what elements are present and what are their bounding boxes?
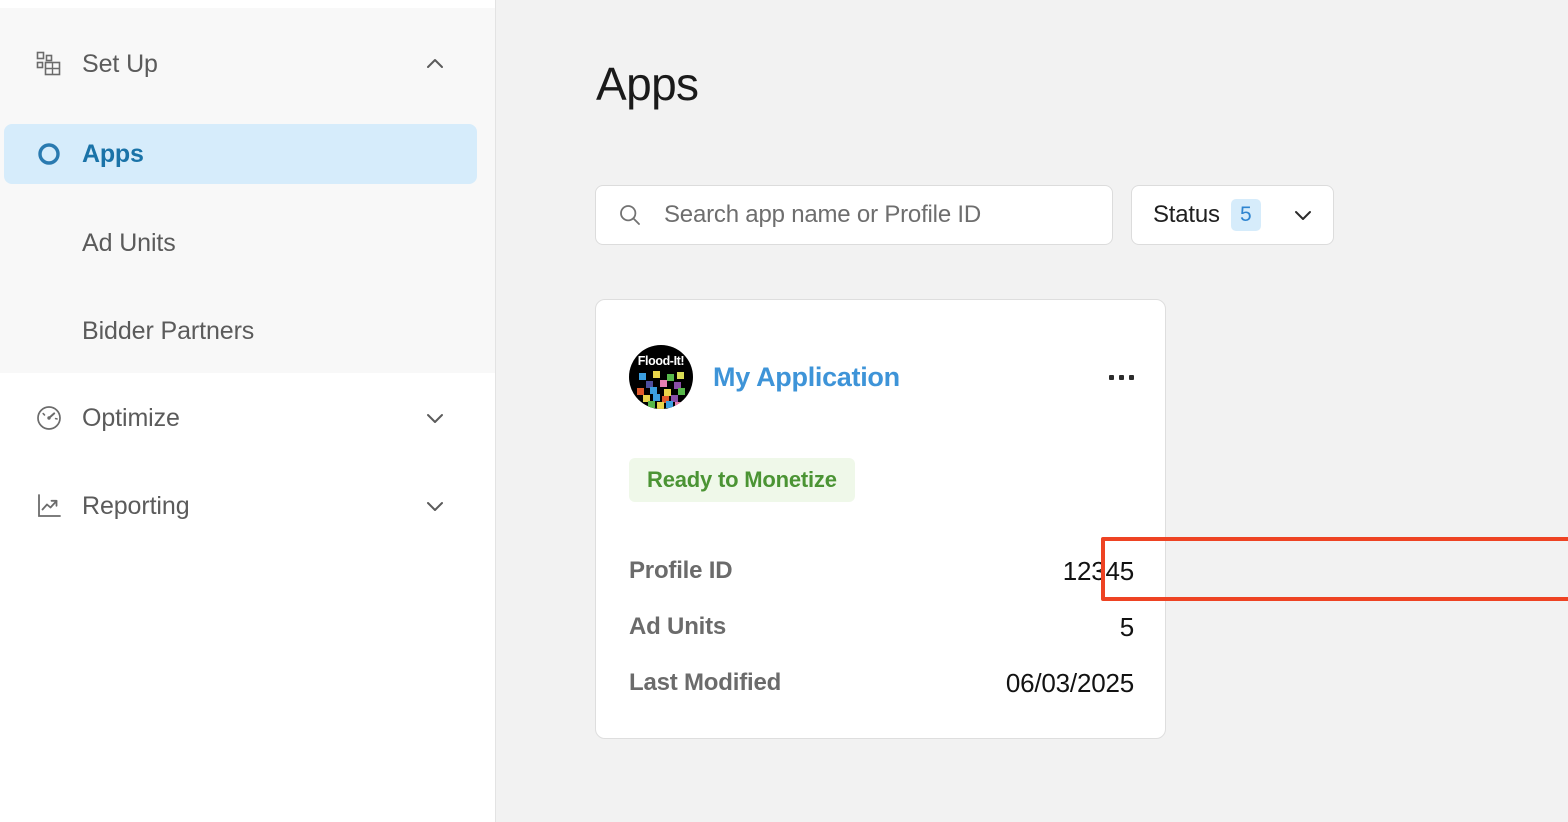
app-name-link[interactable]: My Application bbox=[713, 361, 900, 392]
sidebar-item-label-apps: Apps bbox=[82, 139, 144, 168]
search-icon bbox=[617, 202, 643, 228]
detail-row-profile-id: Profile ID 12345 bbox=[629, 543, 1134, 599]
sidebar-group-label-setup: Set Up bbox=[82, 49, 158, 78]
sidebar-group-header-reporting[interactable]: Reporting bbox=[0, 478, 495, 534]
app-logo-icon: Flood-It! bbox=[629, 345, 693, 409]
search-input[interactable] bbox=[664, 201, 1094, 229]
detail-value: 06/03/2025 bbox=[1005, 667, 1134, 698]
detail-value: 12345 bbox=[1062, 555, 1135, 586]
sidebar-item-apps[interactable]: Apps bbox=[4, 124, 477, 184]
detail-key: Last Modified bbox=[629, 669, 782, 696]
detail-value: 5 bbox=[1119, 611, 1134, 642]
status-badge: Ready to Monetize bbox=[629, 458, 855, 502]
profile-id-highlight-annotation bbox=[1101, 537, 1568, 601]
sidebar-group-setup: Set Up Apps Ad Units Bidder Partners bbox=[0, 8, 495, 373]
status-filter-count-badge: 5 bbox=[1230, 199, 1261, 231]
chevron-down-icon[interactable] bbox=[423, 494, 447, 518]
app-details-list: Profile ID 12345 Ad Units 5 Last Modifie… bbox=[629, 543, 1134, 711]
speedometer-icon bbox=[32, 401, 66, 435]
filter-toolbar: Status 5 bbox=[595, 185, 1334, 245]
app-card-header: Flood-It! bbox=[629, 345, 1141, 409]
sidebar-group-label-optimize: Optimize bbox=[82, 403, 180, 432]
status-filter-label: Status bbox=[1153, 201, 1220, 228]
sidebar-group-header-setup[interactable]: Set Up bbox=[0, 36, 495, 92]
chevron-down-icon[interactable] bbox=[423, 406, 447, 430]
detail-row-last-modified: Last Modified 06/03/2025 bbox=[629, 655, 1134, 711]
sidebar: Set Up Apps Ad Units Bidder Partners bbox=[0, 0, 496, 822]
app-logo-text: Flood-It! bbox=[637, 354, 685, 368]
detail-row-ad-units: Ad Units 5 bbox=[629, 599, 1134, 655]
chevron-up-icon[interactable] bbox=[423, 52, 447, 76]
sidebar-item-ad-units[interactable]: Ad Units bbox=[82, 229, 176, 257]
detail-key: Profile ID bbox=[629, 557, 733, 584]
sidebar-group-label-reporting: Reporting bbox=[82, 491, 190, 520]
circle-ring-icon bbox=[32, 137, 66, 171]
search-box[interactable] bbox=[595, 185, 1113, 245]
app-card[interactable]: Flood-It! bbox=[595, 299, 1166, 739]
detail-key: Ad Units bbox=[629, 613, 727, 640]
status-filter-dropdown[interactable]: Status 5 bbox=[1131, 185, 1334, 245]
blocks-grid-icon bbox=[32, 47, 66, 81]
ellipsis-icon[interactable] bbox=[1101, 357, 1141, 397]
chevron-down-icon[interactable] bbox=[1291, 203, 1315, 227]
main-content: Apps Status 5 bbox=[496, 0, 1568, 822]
sidebar-group-header-optimize[interactable]: Optimize bbox=[0, 390, 495, 446]
page-title: Apps bbox=[596, 58, 699, 110]
sidebar-item-bidder-partners[interactable]: Bidder Partners bbox=[82, 317, 255, 345]
line-chart-up-icon bbox=[32, 489, 66, 523]
